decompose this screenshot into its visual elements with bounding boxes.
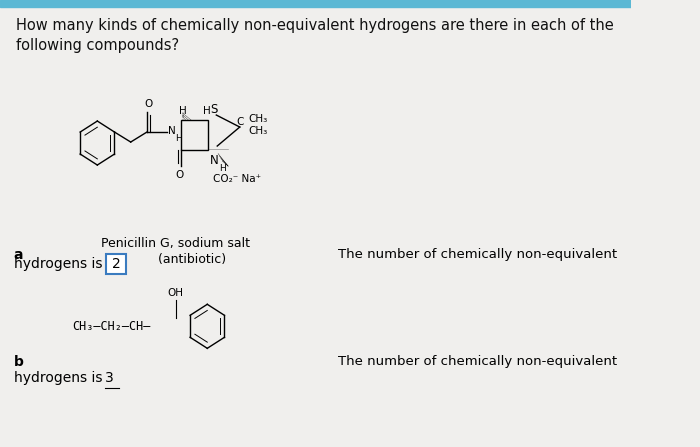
Text: hydrogens is: hydrogens is: [13, 257, 106, 271]
Text: 3: 3: [106, 371, 114, 385]
Text: C: C: [236, 117, 244, 127]
Text: H: H: [219, 164, 226, 173]
Text: O: O: [175, 170, 183, 180]
Text: H: H: [202, 106, 210, 116]
Text: H: H: [179, 106, 187, 116]
Text: a: a: [13, 248, 23, 262]
Bar: [106, 254, 126, 274]
Text: N: N: [168, 126, 176, 136]
Text: O: O: [145, 99, 153, 109]
Text: The number of chemically non-equivalent: The number of chemically non-equivalent: [338, 355, 617, 368]
Text: S: S: [210, 103, 218, 116]
Text: OH: OH: [168, 288, 183, 298]
Text: CH₃: CH₃: [248, 114, 268, 124]
Text: N: N: [210, 154, 219, 167]
Text: H: H: [175, 134, 181, 143]
Text: 2: 2: [112, 257, 120, 271]
Text: The number of chemically non-equivalent: The number of chemically non-equivalent: [338, 248, 617, 261]
Text: hydrogens is: hydrogens is: [13, 371, 111, 385]
Text: How many kinds of chemically non-equivalent hydrogens are there in each of the
f: How many kinds of chemically non-equival…: [16, 18, 614, 53]
Bar: [0, 0, 631, 7]
Text: CH₃–CH₂–CH–: CH₃–CH₂–CH–: [72, 320, 150, 333]
Bar: [181, 120, 208, 150]
Text: CH₃: CH₃: [248, 126, 268, 136]
Text: Penicillin G, sodium salt
        (antibiotic): Penicillin G, sodium salt (antibiotic): [102, 237, 250, 266]
Text: CO₂⁻ Na⁺: CO₂⁻ Na⁺: [213, 174, 261, 184]
Text: b: b: [13, 355, 23, 369]
